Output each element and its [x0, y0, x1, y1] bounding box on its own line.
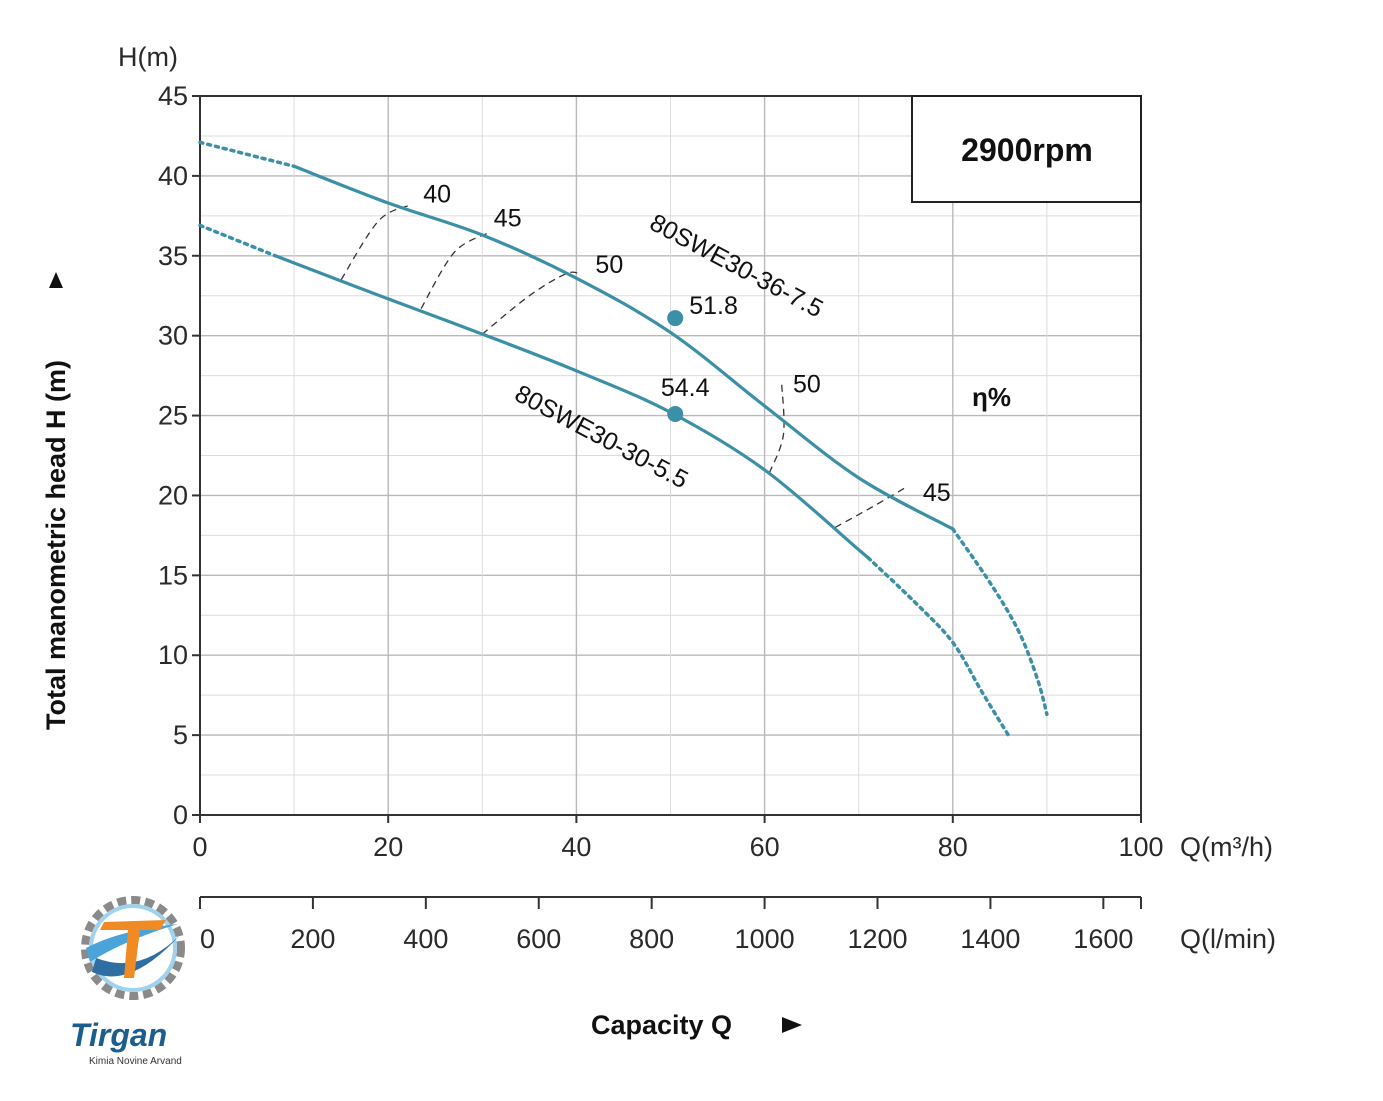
- x2-unit-label-lmin: Q(l/min): [1180, 924, 1276, 954]
- curve-dotted-start: [198, 140, 296, 169]
- x-tick-label: 60: [750, 832, 780, 862]
- grid: [199, 95, 1142, 816]
- y-tick-label: 45: [158, 81, 188, 111]
- pump-curves: [198, 140, 1049, 739]
- bep-efficiency-label: 51.8: [689, 292, 738, 320]
- efficiency-isoline: [481, 271, 582, 335]
- y-unit-label: H(m): [118, 42, 178, 72]
- y-axis-arrow-icon: [49, 272, 63, 288]
- y-tick-label: 40: [158, 161, 188, 191]
- y-tick-label: 20: [158, 480, 188, 510]
- x-tick-label: 20: [373, 832, 403, 862]
- y-tick-label: 25: [158, 401, 188, 431]
- curve-dotted-end: [951, 527, 1049, 717]
- rpm-box: [911, 95, 1142, 203]
- logo-name: Tirgan: [70, 1017, 167, 1053]
- efficiency-label: 45: [923, 479, 951, 507]
- x2-tick-label: 400: [403, 924, 448, 954]
- x2-tick-label: 800: [629, 924, 674, 954]
- x2-tick-label: 600: [516, 924, 561, 954]
- y-tick-label: 30: [158, 321, 188, 351]
- efficiency-label: 45: [494, 204, 522, 232]
- x2-tick-label: 200: [290, 924, 335, 954]
- x2-tick-label: 1000: [735, 924, 795, 954]
- y-axis-title: Total manometric head H (m): [41, 360, 71, 730]
- x2-tick-label: 1400: [960, 924, 1020, 954]
- y-tick-label: 15: [158, 560, 188, 590]
- curve-solid: [274, 254, 871, 561]
- logo-gear-icon: [81, 896, 185, 1000]
- efficiency-label: 50: [595, 251, 623, 279]
- x-axis-arrow-icon: [782, 1017, 802, 1033]
- best-efficiency-point: [667, 405, 684, 422]
- efficiency-title: η%: [972, 382, 1011, 412]
- y-tick-label: 10: [158, 640, 188, 670]
- efficiency-isoline: [834, 486, 907, 528]
- rpm-text: 2900rpm: [961, 132, 1093, 168]
- bep-efficiency-label: 54.4: [661, 374, 710, 402]
- x2-tick-label: 1200: [847, 924, 907, 954]
- best-efficiency-point: [667, 310, 684, 327]
- efficiency-isolines: [340, 204, 907, 528]
- efficiency-label: 40: [423, 180, 451, 208]
- efficiency-isoline: [768, 381, 785, 474]
- curve-dotted-start: [198, 223, 278, 258]
- x-tick-label: 0: [192, 832, 207, 862]
- efficiency-label: 50: [793, 371, 821, 399]
- x-tick-label: 40: [561, 832, 591, 862]
- y-tick-label: 35: [158, 241, 188, 271]
- x-unit-label-m3h: Q(m³/h): [1180, 832, 1273, 862]
- logo-tagline: Kimia Novine Arvand: [89, 1056, 182, 1067]
- x2-tick-label: 1600: [1073, 924, 1133, 954]
- curve-solid: [293, 164, 954, 531]
- x2-tick-label: 0: [200, 924, 215, 954]
- curve-dotted-end: [866, 556, 1012, 739]
- x-tick-label: 80: [938, 832, 968, 862]
- tirgan-logo: Tirgan Kimia Novine Arvand: [70, 896, 185, 1067]
- y-tick-label: 0: [173, 800, 188, 830]
- logo-t-icon: [100, 920, 166, 978]
- efficiency-isoline: [420, 232, 488, 309]
- logo-swoosh-icon: [92, 935, 180, 977]
- y-tick-label: 5: [173, 720, 188, 750]
- x-tick-label: 100: [1118, 832, 1163, 862]
- x-axis-title: Capacity Q: [591, 1010, 732, 1040]
